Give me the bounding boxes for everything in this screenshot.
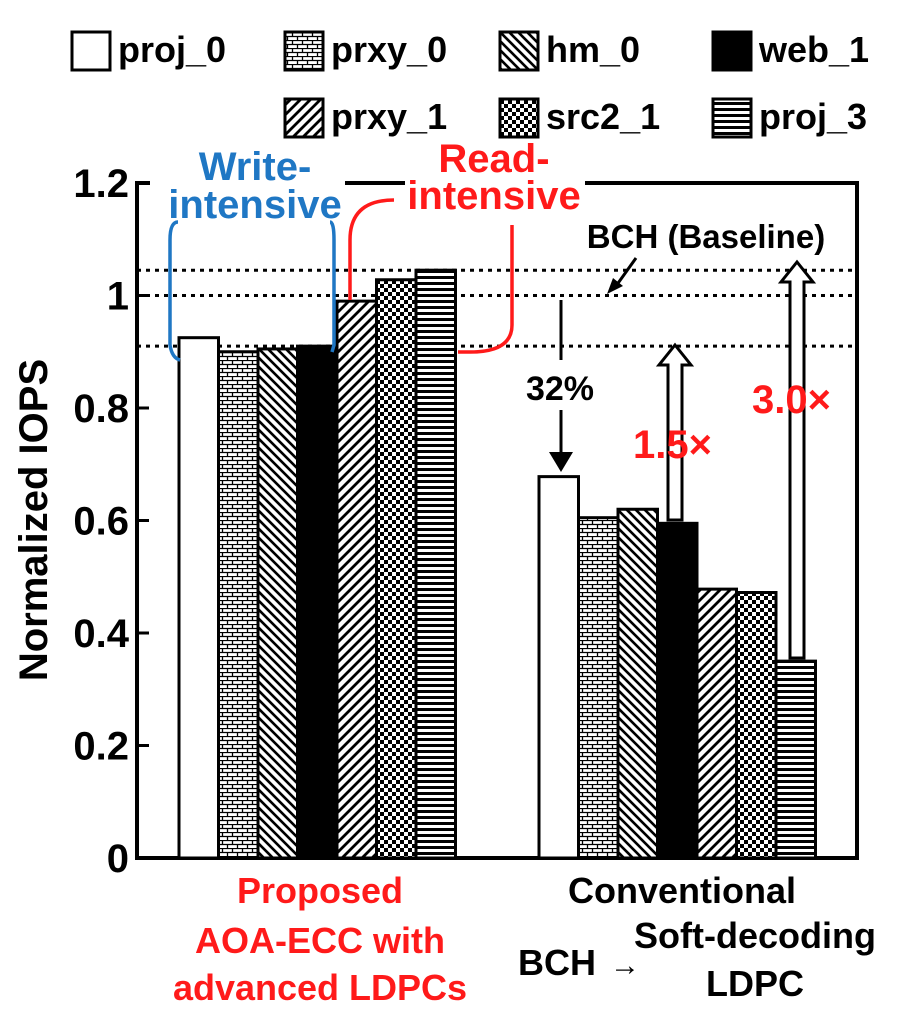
label-backdrop bbox=[405, 150, 585, 220]
reference-lines bbox=[137, 268, 857, 348]
bars bbox=[177, 268, 817, 860]
drop-label: 32% bbox=[526, 370, 594, 408]
legend-label: web_1 bbox=[758, 29, 869, 70]
bar-proj_0 bbox=[537, 475, 580, 860]
baseline-arrow bbox=[614, 257, 638, 287]
bar-prxy_1 bbox=[335, 299, 378, 860]
y-tick-label: 1.2 bbox=[73, 162, 129, 206]
drop-arrowhead bbox=[549, 452, 573, 472]
legend-swatch bbox=[283, 97, 325, 139]
label-backdrop bbox=[150, 150, 345, 225]
bar-src2_1 bbox=[375, 278, 418, 860]
category-label-conventional: LDPC bbox=[706, 963, 804, 1004]
bar-src2_1 bbox=[735, 591, 778, 860]
y-tick-label: 0.6 bbox=[73, 500, 129, 544]
bar-web_1 bbox=[656, 521, 699, 860]
y-axis-label: Normalized IOPS bbox=[12, 359, 56, 681]
legend-label: hm_0 bbox=[546, 29, 640, 70]
y-tick-label: 0.4 bbox=[73, 612, 129, 656]
bar-web_1 bbox=[296, 344, 339, 860]
legend-item-src2_1: src2_1 bbox=[498, 96, 660, 139]
legend-item-proj_0: proj_0 bbox=[70, 29, 226, 72]
bar-proj_3 bbox=[774, 659, 817, 860]
y-axis: 0 0.2 0.4 0.6 0.8 1 1.2 bbox=[73, 162, 149, 881]
legend-swatch bbox=[711, 97, 753, 139]
legend-label: src2_1 bbox=[546, 96, 660, 137]
bar-proj_0 bbox=[177, 336, 220, 860]
legend-item-prxy_0: prxy_0 bbox=[283, 29, 447, 72]
y-tick-label: 0.2 bbox=[73, 725, 129, 769]
read-intensive-bracket bbox=[348, 198, 514, 354]
gain-arrow-2 bbox=[777, 259, 817, 660]
y-tick-label: 0.8 bbox=[73, 387, 129, 431]
category-label-proposed: Proposed bbox=[237, 870, 403, 911]
category-labels: Proposed AOA-ECC with advanced LDPCs Conven… bbox=[173, 870, 876, 1008]
y-tick-label: 1 bbox=[107, 275, 129, 319]
bar-proj_3 bbox=[414, 268, 457, 860]
legend-swatch bbox=[498, 30, 540, 72]
gain-label-2: 3.0× bbox=[752, 378, 831, 422]
legend-item-prxy_1: prxy_1 bbox=[283, 96, 447, 139]
category-label-prefix: BCH bbox=[518, 942, 596, 983]
legend-item-hm_0: hm_0 bbox=[498, 29, 640, 72]
category-label-proposed: AOA-ECC with bbox=[195, 920, 445, 961]
legend-label: prxy_1 bbox=[331, 96, 447, 137]
y-tick-label: 0 bbox=[107, 837, 129, 881]
category-arrow: → bbox=[610, 949, 640, 982]
bar-prxy_0 bbox=[217, 350, 260, 860]
legend-label: proj_3 bbox=[759, 96, 867, 137]
baseline-label: BCH (Baseline) bbox=[587, 218, 825, 255]
legend-swatch bbox=[498, 97, 540, 139]
legend-swatch bbox=[711, 30, 753, 72]
bar-prxy_0 bbox=[577, 516, 620, 860]
legend: proj_0 prxy_0 hm_0 web_1 prxy_1 src2_1 proj_3 bbox=[70, 29, 869, 139]
label-backdrop bbox=[560, 215, 850, 257]
bar-prxy_1 bbox=[695, 587, 738, 860]
gain-label-1: 1.5× bbox=[633, 423, 712, 467]
category-label-proposed: advanced LDPCs bbox=[173, 967, 467, 1008]
legend-label: proj_0 bbox=[118, 29, 226, 70]
legend-label: prxy_0 bbox=[331, 29, 447, 70]
bar-hm_0 bbox=[616, 507, 659, 860]
category-label-conventional: Conventional bbox=[568, 870, 796, 911]
bar-hm_0 bbox=[256, 347, 299, 860]
legend-swatch bbox=[70, 30, 112, 72]
write-intensive-bracket bbox=[168, 220, 336, 362]
write-intensive-label: Write-intensive bbox=[168, 145, 341, 227]
legend-item-web_1: web_1 bbox=[711, 29, 869, 72]
read-intensive-label: Read-intensive bbox=[407, 137, 580, 218]
gain-arrow-1 bbox=[655, 342, 695, 522]
category-label-conventional: Soft-decoding bbox=[634, 915, 876, 956]
legend-item-proj_3: proj_3 bbox=[711, 96, 867, 139]
legend-swatch bbox=[283, 30, 325, 72]
baseline-arrowhead bbox=[607, 278, 623, 294]
